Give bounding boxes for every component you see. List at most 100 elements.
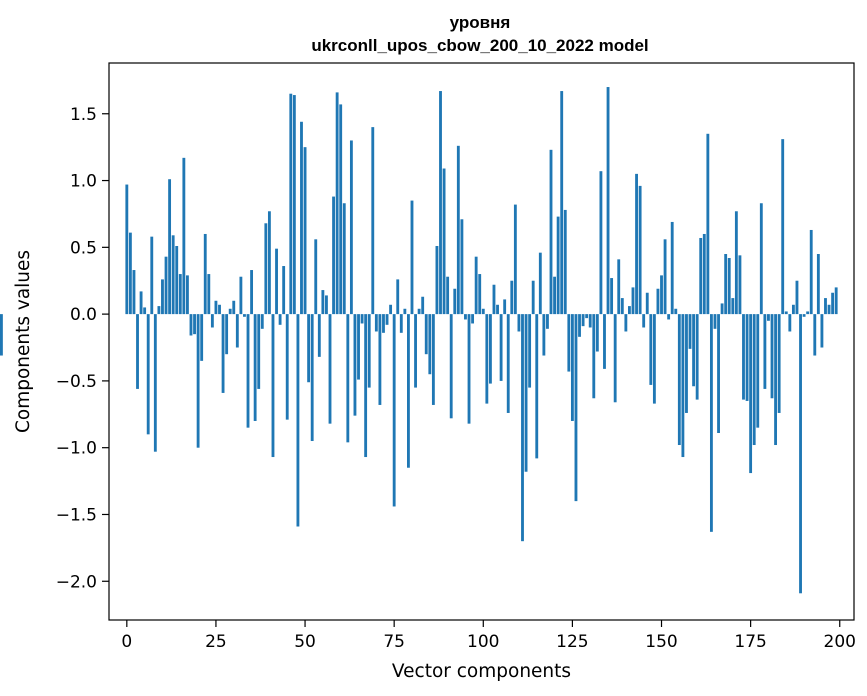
bar: [228, 308, 232, 315]
bar: [321, 290, 325, 315]
bar: [260, 314, 264, 329]
bar: [592, 314, 596, 399]
bar: [713, 314, 717, 329]
y-tick-label: −2.0: [56, 572, 97, 592]
bar: [407, 314, 410, 468]
bars-group: [0, 87, 838, 594]
bar: [364, 314, 368, 458]
bar: [763, 314, 767, 389]
chart-title-line-1: уровня: [450, 13, 511, 32]
bar: [125, 184, 129, 315]
bar: [727, 258, 731, 315]
bar: [367, 314, 371, 388]
bar: [774, 314, 777, 446]
bar: [446, 276, 450, 315]
bar: [670, 221, 674, 315]
bar: [460, 219, 464, 315]
bar: [264, 223, 268, 315]
bar: [503, 299, 507, 315]
bar: [528, 314, 532, 388]
bar: [136, 314, 139, 389]
bar: [371, 127, 375, 315]
bar: [257, 314, 261, 389]
bar: [642, 314, 646, 328]
bar: [688, 314, 692, 349]
bar: [553, 276, 556, 315]
bar: [531, 280, 535, 315]
bar: [599, 171, 603, 315]
bar: [485, 314, 489, 404]
bar: [389, 304, 393, 315]
bar: [702, 233, 706, 315]
bar: [649, 314, 653, 385]
bar: [720, 303, 724, 315]
x-tick-label: 100: [467, 632, 499, 652]
bar: [674, 308, 678, 315]
y-tick-label: −1.5: [56, 505, 97, 525]
bar: [132, 270, 136, 315]
bar: [392, 314, 396, 507]
bar: [656, 288, 660, 315]
bar: [474, 256, 478, 315]
x-tick-label: 150: [645, 632, 677, 652]
bar: [424, 314, 428, 355]
bar: [382, 314, 385, 333]
y-axis-label: Components values: [13, 250, 34, 433]
bar: [756, 314, 760, 428]
bar: [806, 311, 810, 315]
bar: [275, 248, 278, 315]
bar: [399, 314, 403, 333]
bar: [310, 314, 314, 442]
bar: [271, 314, 275, 458]
bar: [663, 239, 667, 315]
bar: [820, 314, 824, 348]
bar: [638, 185, 642, 315]
bar: [417, 308, 421, 315]
bar: [0, 314, 3, 356]
x-tick-label: 25: [205, 632, 227, 652]
bar: [328, 314, 332, 424]
bar: [542, 314, 546, 356]
bar: [189, 314, 193, 336]
y-tick-label: 0.5: [70, 238, 97, 258]
bar: [467, 314, 471, 424]
bar: [742, 314, 745, 400]
bar: [759, 203, 763, 315]
x-tick-label: 75: [383, 632, 405, 652]
bar: [538, 252, 542, 315]
bar: [628, 306, 631, 315]
bar: [777, 314, 781, 413]
bar: [453, 288, 457, 315]
bar: [414, 314, 417, 388]
bar: [809, 229, 813, 315]
bar: [353, 314, 357, 416]
bar: [282, 266, 286, 315]
bar: [292, 95, 296, 315]
bar: [143, 307, 147, 315]
bar: [161, 279, 164, 315]
bar: [752, 314, 756, 446]
bar: [517, 314, 521, 332]
bar: [660, 275, 663, 315]
bar: [510, 280, 514, 315]
bar: [214, 300, 218, 315]
bar: [164, 256, 168, 315]
bar: [435, 246, 439, 315]
bar: [285, 314, 289, 420]
bar: [246, 314, 250, 428]
bar: [635, 173, 638, 315]
bar: [168, 179, 172, 315]
y-tick-label: −1.0: [56, 439, 97, 459]
bar: [139, 291, 143, 315]
bar: [617, 259, 621, 315]
bar: [620, 298, 624, 315]
bar: [207, 274, 211, 315]
bar: [745, 314, 749, 401]
bar: [235, 314, 239, 348]
y-tick-label: 1.5: [70, 105, 97, 125]
bar: [200, 314, 204, 361]
bar: [695, 314, 699, 400]
bar: [652, 314, 656, 404]
x-tick-label: 125: [556, 632, 588, 652]
